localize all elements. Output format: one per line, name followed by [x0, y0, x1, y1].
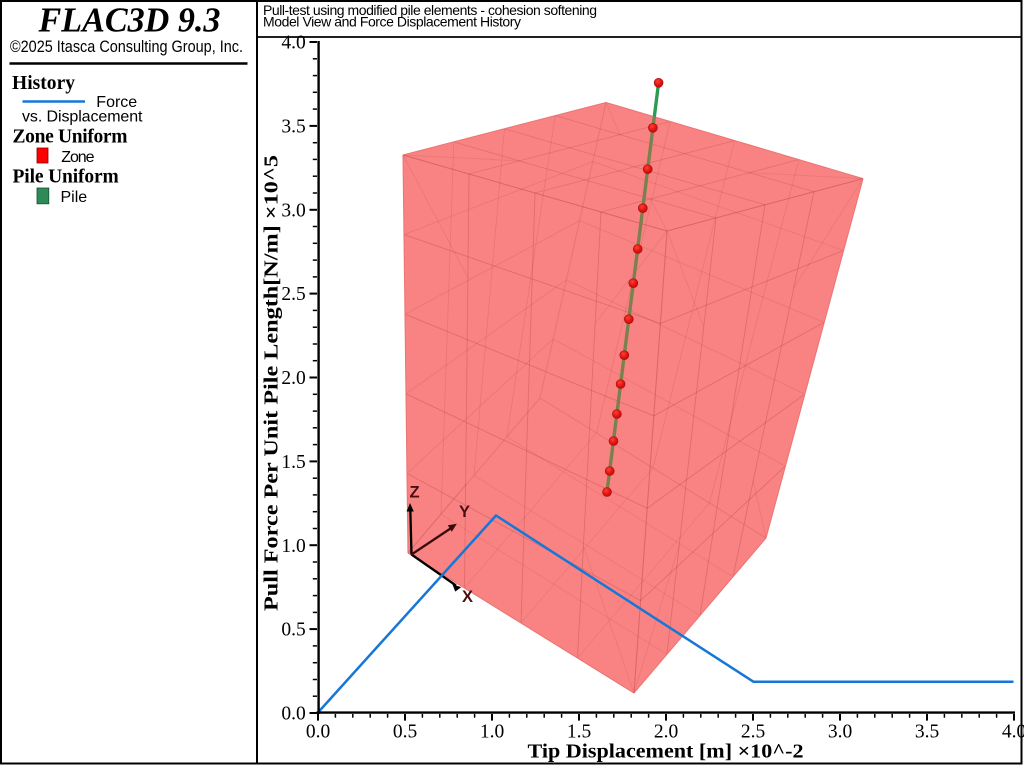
svg-text:Pile Uniform: Pile Uniform [13, 167, 119, 188]
svg-text:Zone Uniform: Zone Uniform [13, 127, 128, 148]
svg-text:FLAC3D 9.3: FLAC3D 9.3 [38, 1, 221, 40]
svg-text:Y: Y [459, 503, 470, 521]
svg-text:History: History [12, 73, 75, 94]
svg-text:Pile: Pile [61, 189, 88, 206]
svg-text:2.5: 2.5 [741, 722, 765, 743]
svg-text:1.5: 1.5 [567, 722, 591, 743]
svg-text:3.0: 3.0 [828, 722, 852, 743]
svg-text:0.5: 0.5 [393, 722, 417, 743]
svg-text:3.0: 3.0 [281, 200, 305, 221]
svg-text:4.0: 4.0 [281, 33, 305, 54]
svg-text:Z: Z [410, 484, 420, 502]
svg-text:Pull-test using modified pile: Pull-test using modified pile elements -… [263, 2, 597, 18]
svg-text:©2025 Itasca Consulting Group,: ©2025 Itasca Consulting Group, Inc. [10, 37, 243, 56]
svg-text:1.0: 1.0 [480, 722, 504, 743]
svg-text:0.0: 0.0 [281, 704, 305, 725]
svg-text:0.0: 0.0 [306, 722, 330, 743]
svg-text:0.5: 0.5 [281, 620, 305, 641]
svg-text:3.5: 3.5 [281, 117, 305, 138]
svg-text:2.5: 2.5 [281, 284, 305, 305]
svg-text:X: X [462, 588, 473, 606]
svg-text:Tip Displacement [m] ×10^-2: Tip Displacement [m] ×10^-2 [528, 742, 804, 763]
svg-text:vs. Displacement: vs. Displacement [22, 108, 143, 125]
svg-text:Pull Force Per Unit Pile Lengt: Pull Force Per Unit Pile Length[N/m] ×10… [262, 155, 283, 611]
svg-text:2.0: 2.0 [654, 722, 678, 743]
svg-text:2.0: 2.0 [281, 368, 305, 389]
svg-text:Model View and Force Displacem: Model View and Force Displacement Histor… [263, 14, 521, 30]
svg-text:3.5: 3.5 [915, 722, 939, 743]
svg-text:Force: Force [96, 94, 137, 111]
svg-text:Zone: Zone [61, 149, 94, 166]
svg-text:1.0: 1.0 [281, 536, 305, 557]
svg-text:1.5: 1.5 [281, 452, 305, 473]
svg-text:4.0: 4.0 [1002, 722, 1024, 743]
